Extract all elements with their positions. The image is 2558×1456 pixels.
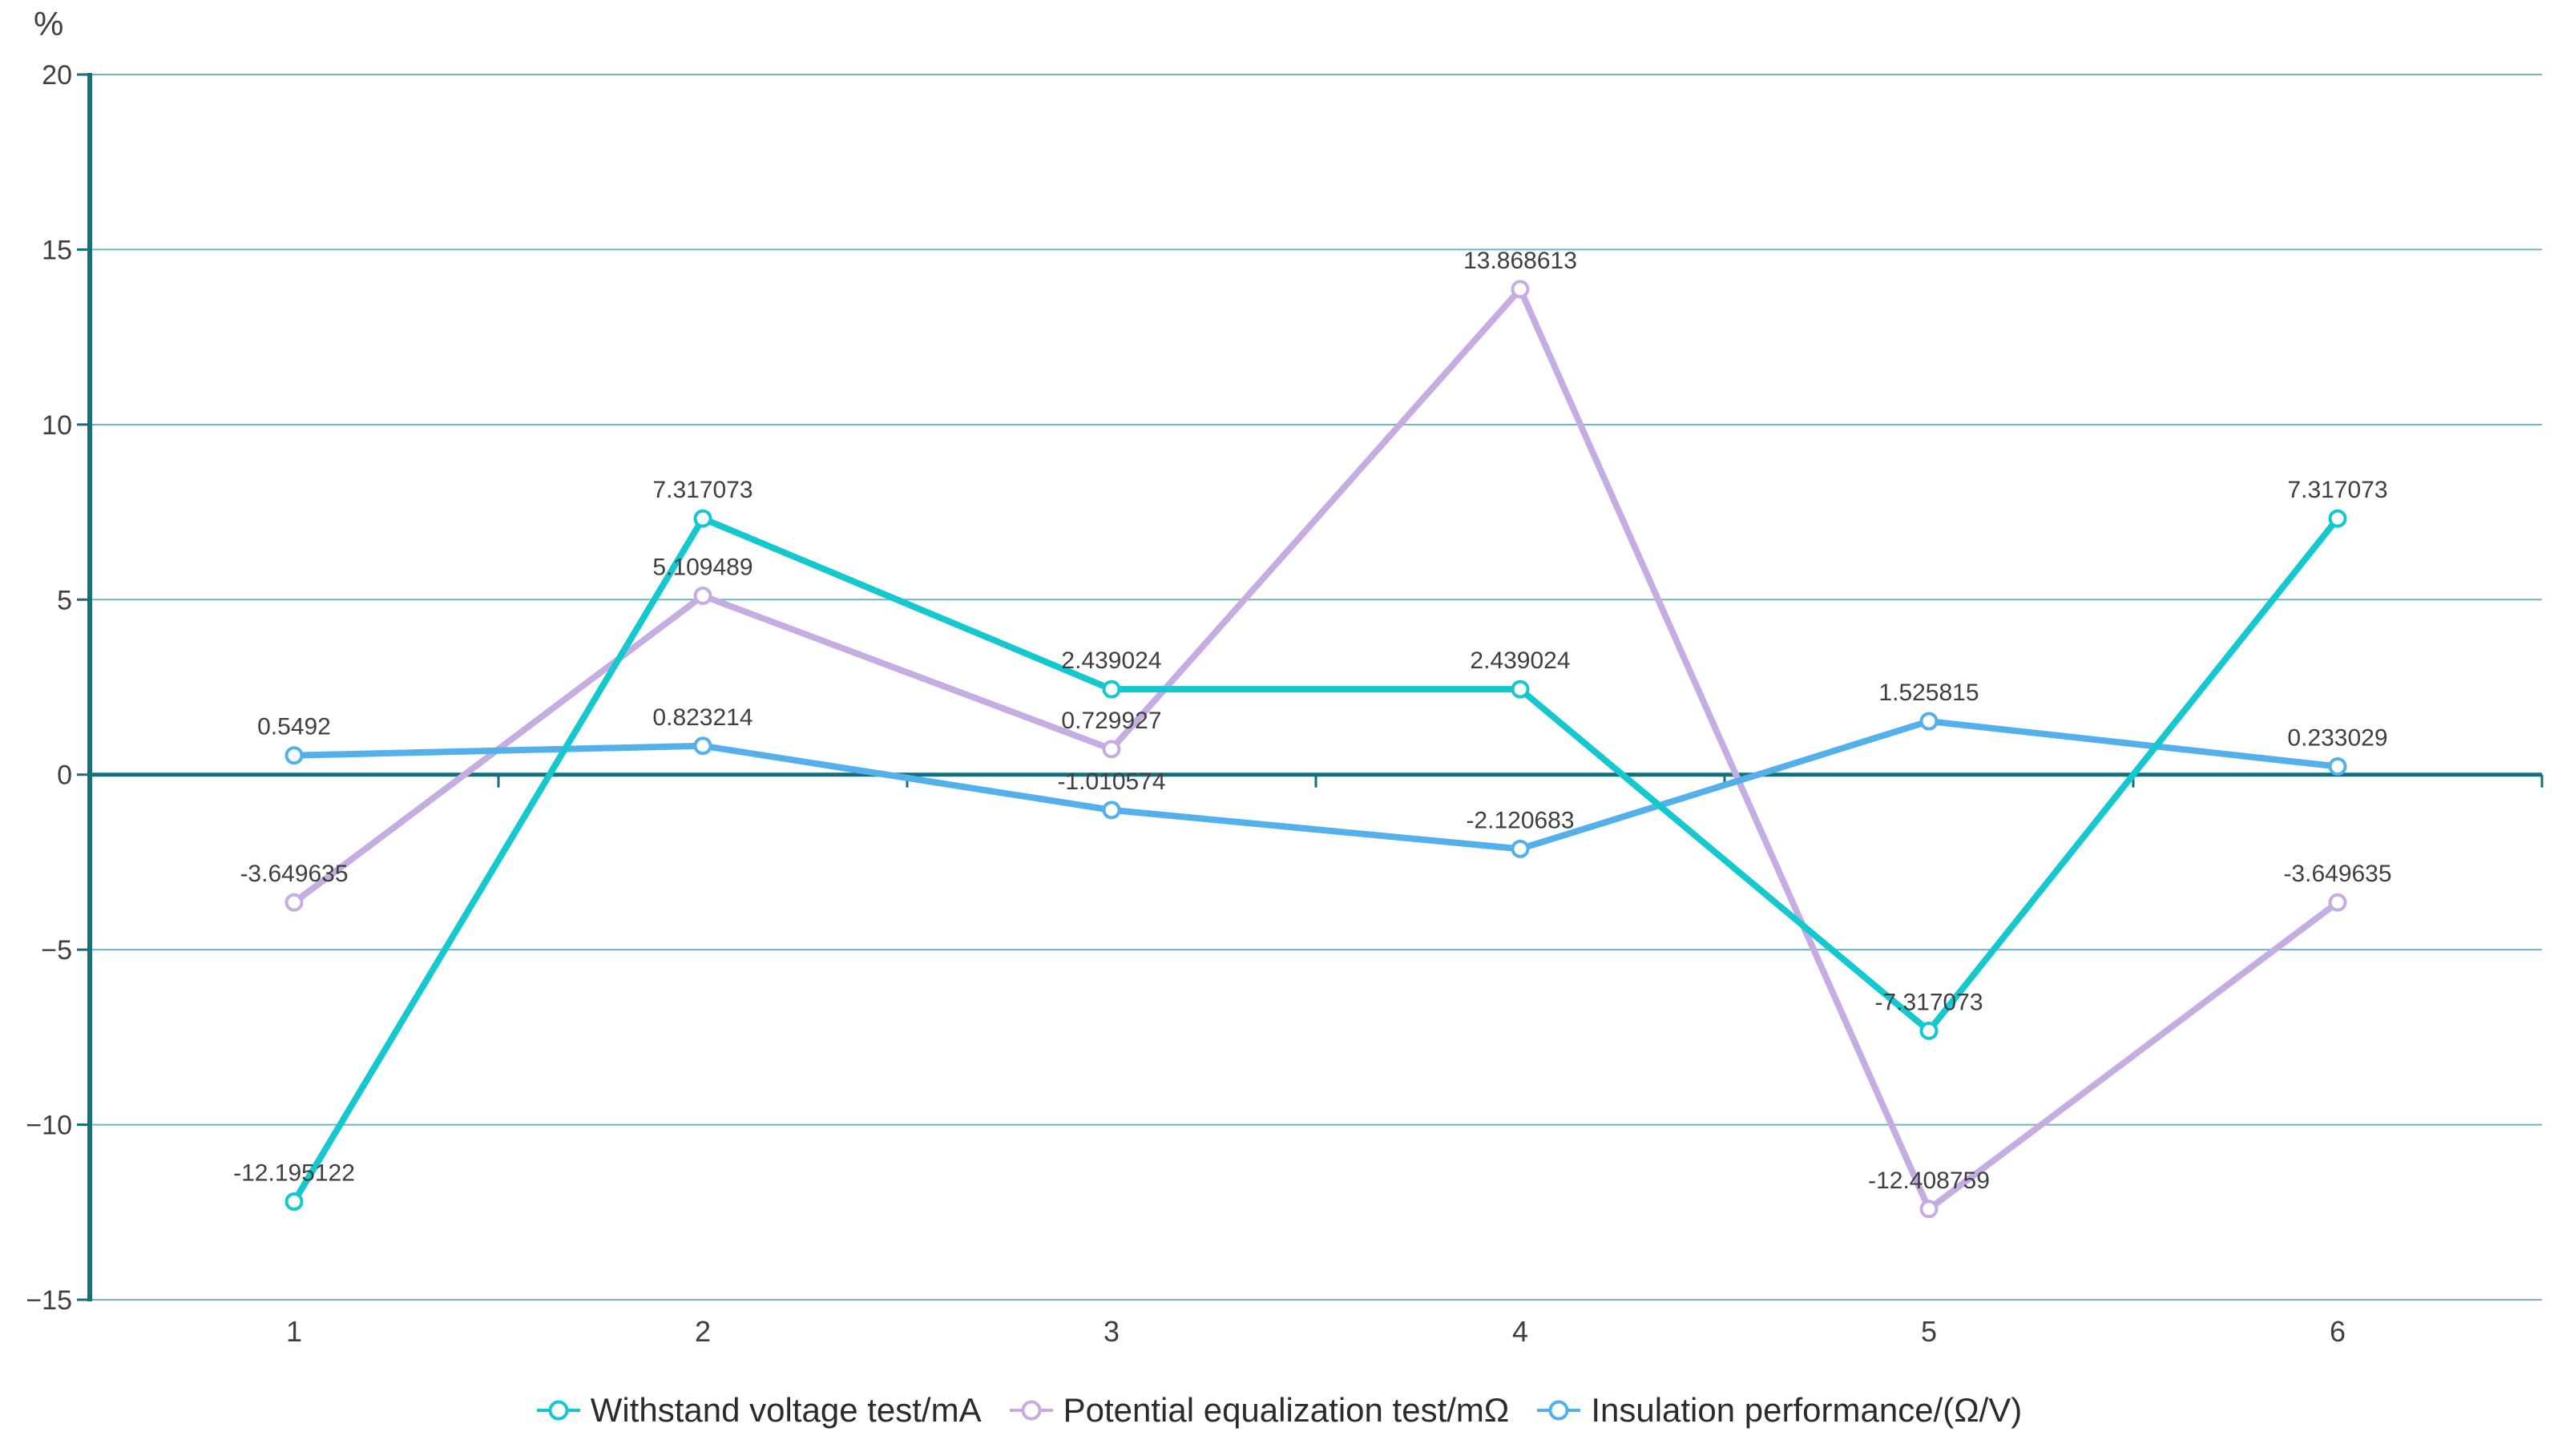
x-tick-label: 5 — [1921, 1315, 1937, 1348]
data-label: -2.120683 — [1466, 807, 1574, 833]
data-label: 13.868613 — [1463, 248, 1577, 274]
data-point-marker — [1919, 1200, 1939, 1219]
data-point-marker — [2328, 757, 2347, 776]
data-label: -7.317073 — [1874, 989, 1983, 1015]
data-point-marker — [1511, 280, 1530, 299]
data-point-marker — [1919, 712, 1939, 731]
series-line-2 — [291, 285, 2341, 1212]
data-label: -12.195122 — [233, 1160, 355, 1186]
data-point-marker — [693, 587, 712, 606]
series-line-3 — [291, 718, 2341, 853]
data-point-marker — [284, 746, 304, 765]
data-label: 0.5492 — [257, 714, 331, 740]
data-label: -12.408759 — [1868, 1168, 1990, 1194]
y-tick-label: 15 — [42, 235, 72, 265]
data-point-marker — [693, 509, 712, 528]
data-point-marker — [1102, 801, 1121, 820]
y-tick-label: 10 — [42, 410, 72, 441]
legend-line-marker-icon — [1537, 1400, 1581, 1421]
x-tick-label: 6 — [2330, 1315, 2346, 1348]
legend-label: Potential equalization test/mΩ — [1063, 1391, 1510, 1429]
data-label: 2.439024 — [1061, 647, 1161, 674]
data-label: 7.317073 — [652, 477, 752, 503]
data-label: 0.729927 — [1061, 708, 1161, 734]
data-point-marker — [1511, 839, 1530, 858]
data-label: 1.525815 — [1878, 680, 1979, 706]
data-label: 5.109489 — [652, 555, 752, 581]
y-tick-label: −10 — [26, 1111, 72, 1141]
data-point-marker — [1511, 680, 1530, 699]
legend-line-marker-icon — [536, 1400, 580, 1421]
data-point-marker — [693, 736, 712, 756]
x-tick-label: 3 — [1103, 1315, 1120, 1348]
data-point-marker — [2328, 509, 2347, 528]
x-tick-label: 4 — [1512, 1315, 1528, 1348]
data-point-marker — [284, 893, 304, 912]
data-label: 2.439024 — [1470, 647, 1570, 674]
series-line-1 — [291, 515, 2341, 1205]
data-label: 7.317073 — [2287, 477, 2387, 503]
legend-item-insulation-performance: Insulation performance/(Ω/V) — [1536, 1391, 2022, 1430]
data-point-marker — [1102, 740, 1121, 759]
legend-item-potential-equalization-test: Potential equalization test/mΩ — [1009, 1391, 1510, 1430]
data-point-marker — [1102, 680, 1121, 699]
data-label: 0.823214 — [652, 704, 752, 731]
x-tick-label: 2 — [695, 1315, 711, 1348]
legend: Withstand voltage test/mA Potential equa… — [0, 1391, 2558, 1430]
data-point-marker — [284, 1192, 304, 1211]
x-tick-label: 1 — [286, 1315, 302, 1348]
y-tick-label: −15 — [26, 1285, 72, 1316]
legend-line-marker-icon — [1009, 1400, 1053, 1421]
y-tick-label: −5 — [41, 935, 72, 966]
data-point-marker — [2328, 893, 2347, 912]
y-tick-label: 5 — [57, 585, 72, 615]
y-axis-unit-label: % — [34, 5, 64, 42]
data-label: 0.233029 — [2287, 725, 2387, 752]
legend-item-withstand-voltage-test: Withstand voltage test/mA — [536, 1391, 982, 1430]
legend-label: Insulation performance/(Ω/V) — [1591, 1391, 2023, 1429]
data-label: -1.010574 — [1057, 768, 1165, 795]
legend-label: Withstand voltage test/mA — [590, 1391, 982, 1429]
data-label: -3.649635 — [2283, 861, 2391, 887]
y-tick-label: 20 — [42, 60, 72, 91]
data-label: -3.649635 — [240, 861, 348, 887]
y-tick-label: 0 — [57, 760, 72, 791]
data-point-marker — [1919, 1021, 1939, 1040]
